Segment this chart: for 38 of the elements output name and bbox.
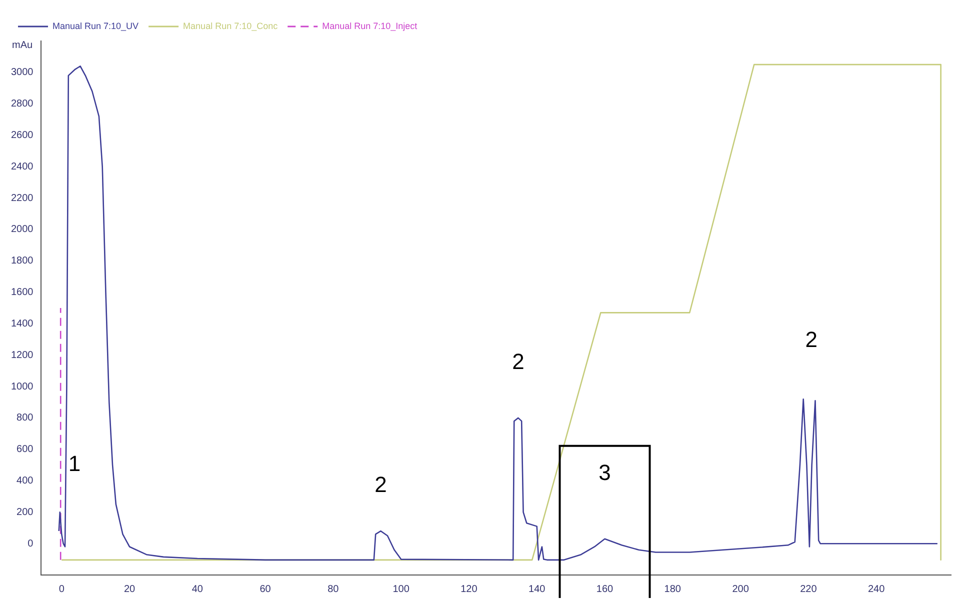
annotation: 2 [374,472,387,498]
legend-label: Manual Run 7:10_Inject [322,20,418,31]
x-tick-label: 20 [124,584,136,595]
legend-label: Manual Run 7:10_UV [52,20,139,31]
annotation: 1 [68,451,81,476]
x-tick-label: 60 [260,584,272,595]
x-tick-label: 0 [58,584,65,595]
y-tick-label: 2600 [10,130,34,141]
y-tick-label: 3000 [10,67,34,78]
x-tick-label: 160 [596,584,614,595]
y-tick-label: 600 [16,444,34,456]
y-tick-label: 1600 [10,287,34,298]
y-tick-label: 800 [16,412,34,424]
y-tick-label: 1800 [10,256,34,267]
y-tick-label: 2000 [10,224,34,236]
x-tick-label: 120 [460,584,478,595]
y-tick-label: 1400 [10,318,34,330]
y-tick-label: 1000 [10,381,34,392]
x-tick-label: 40 [192,584,204,595]
annotation: 3 [598,460,611,485]
annotation: 2 [805,327,818,352]
y-tick-label: 2800 [10,98,34,110]
legend-label: Manual Run 7:10_Conc [183,20,278,31]
y-tick-label: 200 [16,506,34,518]
y-tick-label: 1200 [10,350,34,361]
y-tick-label: 2200 [10,192,34,204]
x-tick-label: 80 [328,584,340,595]
y-tick-label: 0 [28,538,34,550]
x-tick-label: 240 [868,584,886,595]
y-tick-label: 2400 [10,161,34,172]
annotation: 2 [512,349,524,374]
x-tick-label: 220 [800,584,818,595]
x-tick-label: 200 [732,584,750,595]
y-axis-title: mAu [12,40,33,51]
x-tick-label: 140 [528,584,546,595]
y-tick-label: 400 [16,476,34,487]
x-tick-label: 180 [664,584,682,595]
x-tick-label: 100 [392,584,410,595]
